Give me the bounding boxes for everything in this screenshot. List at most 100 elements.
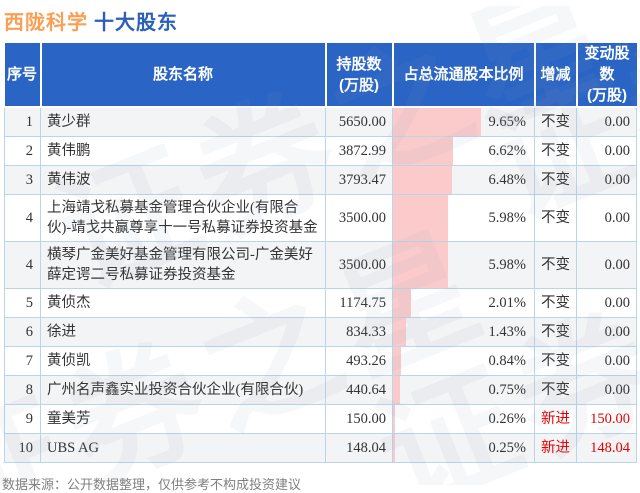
pct-of-float-cell: 9.65% bbox=[392, 106, 535, 137]
row-rank: 7 bbox=[4, 345, 41, 376]
table-body: 1 黄少群 5650.00 9.65% 不变 0.00 2 黄伟鹏 3872.9… bbox=[4, 106, 637, 463]
col-header-change: 增减 bbox=[533, 43, 577, 108]
table-row: 5 黄侦杰 1174.75 2.01% 不变 0.00 bbox=[4, 287, 637, 318]
pct-bar bbox=[393, 241, 448, 288]
shareholder-name: UBS AG bbox=[40, 432, 326, 463]
pct-of-float-value: 1.43% bbox=[488, 323, 526, 340]
shares-held: 1174.75 bbox=[325, 287, 393, 318]
shareholder-name: 黄少群 bbox=[40, 106, 326, 137]
data-source-note: 数据来源：公开数据整理，仅供参考不构成投资建议 bbox=[2, 476, 302, 492]
row-rank: 5 bbox=[4, 287, 41, 318]
shares-held: 5650.00 bbox=[325, 106, 393, 137]
shares-held: 3793.47 bbox=[325, 164, 393, 195]
pct-bar bbox=[393, 288, 411, 317]
col-header-shares-held: 持股数 (万股) bbox=[324, 43, 393, 108]
shares-held: 440.64 bbox=[325, 374, 393, 405]
pct-of-float-cell: 0.84% bbox=[392, 345, 535, 376]
change-label: 不变 bbox=[534, 106, 577, 137]
table-row: 4 上海靖戈私募基金管理合伙企业(有限合伙)-靖戈共赢尊享十一号私募证券投资基金… bbox=[4, 193, 637, 242]
table-header: 序号 股东名称 持股数 (万股) 占总流通股本比例 增减 变动股数 (万股) bbox=[4, 43, 637, 108]
shares-held: 3872.99 bbox=[325, 135, 393, 166]
table-row: 2 黄伟鹏 3872.99 6.62% 不变 0.00 bbox=[4, 135, 637, 166]
pct-of-float-cell: 5.98% bbox=[392, 240, 535, 289]
shareholder-name: 徐进 bbox=[40, 316, 326, 347]
pct-bar bbox=[393, 375, 400, 404]
stock-name: 西陇科学 bbox=[4, 12, 88, 34]
table-row: 3 黄伟波 3793.47 6.48% 不变 0.00 bbox=[4, 164, 637, 195]
row-rank: 10 bbox=[4, 432, 41, 463]
change-label: 不变 bbox=[534, 164, 577, 195]
shareholder-table: 序号 股东名称 持股数 (万股) 占总流通股本比例 增减 变动股数 (万股) 1… bbox=[4, 43, 637, 463]
shares-held: 3500.00 bbox=[325, 193, 393, 242]
change-label: 新进 bbox=[534, 403, 577, 434]
change-label: 不变 bbox=[534, 316, 577, 347]
change-shares: 0.00 bbox=[576, 106, 637, 137]
pct-of-float-cell: 0.26% bbox=[392, 403, 535, 434]
shareholder-name: 黄伟波 bbox=[40, 164, 326, 195]
pct-of-float-value: 2.01% bbox=[488, 294, 526, 311]
change-shares: 0.00 bbox=[576, 135, 637, 166]
shareholder-name: 广州名声鑫实业投资合伙企业(有限合伙) bbox=[40, 374, 326, 405]
change-label: 不变 bbox=[534, 374, 577, 405]
pct-bar bbox=[393, 404, 395, 433]
pct-of-float-value: 6.62% bbox=[488, 142, 526, 159]
shares-held: 148.04 bbox=[325, 432, 393, 463]
col-header-rank: 序号 bbox=[4, 43, 41, 108]
change-shares: 0.00 bbox=[576, 164, 637, 195]
shares-held: 493.26 bbox=[325, 345, 393, 376]
change-shares: 0.00 bbox=[576, 345, 637, 376]
pct-of-float-cell: 2.01% bbox=[392, 287, 535, 318]
change-shares: 0.00 bbox=[576, 374, 637, 405]
pct-of-float-value: 9.65% bbox=[488, 113, 526, 130]
page-title: 西陇科学 十大股东 bbox=[4, 6, 640, 35]
table-row: 1 黄少群 5650.00 9.65% 不变 0.00 bbox=[4, 106, 637, 137]
change-label: 不变 bbox=[534, 345, 577, 376]
pct-bar bbox=[393, 433, 395, 462]
pct-of-float-value: 5.98% bbox=[488, 256, 526, 273]
pct-of-float-cell: 6.62% bbox=[392, 135, 535, 166]
change-shares: 148.04 bbox=[576, 432, 637, 463]
table-row: 6 徐进 834.33 1.43% 不变 0.00 bbox=[4, 316, 637, 347]
col-header-change-shares: 变动股数 (万股) bbox=[575, 43, 637, 108]
shareholder-name: 上海靖戈私募基金管理合伙企业(有限合伙)-靖戈共赢尊享十一号私募证券投资基金 bbox=[40, 193, 326, 242]
pct-bar bbox=[393, 194, 448, 241]
change-shares: 0.00 bbox=[576, 287, 637, 318]
table-row: 9 童美芳 150.00 0.26% 新进 150.00 bbox=[4, 403, 637, 434]
pct-of-float-cell: 5.98% bbox=[392, 193, 535, 242]
change-label: 不变 bbox=[534, 135, 577, 166]
pct-of-float-value: 0.25% bbox=[488, 439, 526, 456]
row-rank: 1 bbox=[4, 106, 41, 137]
change-label: 不变 bbox=[534, 240, 577, 289]
table-row: 7 黄侦凯 493.26 0.84% 不变 0.00 bbox=[4, 345, 637, 376]
shares-held: 834.33 bbox=[325, 316, 393, 347]
pct-of-float-value: 6.48% bbox=[488, 171, 526, 188]
shareholder-name: 黄侦杰 bbox=[40, 287, 326, 318]
col-header-pct-of-float: 占总流通股本比例 bbox=[391, 43, 535, 108]
row-rank: 3 bbox=[4, 164, 41, 195]
change-shares: 0.00 bbox=[576, 316, 637, 347]
pct-of-float-value: 0.26% bbox=[488, 410, 526, 427]
shareholder-name: 童美芳 bbox=[40, 403, 326, 434]
change-label: 新进 bbox=[534, 432, 577, 463]
shares-held: 150.00 bbox=[325, 403, 393, 434]
change-label: 不变 bbox=[534, 287, 577, 318]
pct-bar bbox=[393, 136, 453, 165]
pct-bar bbox=[393, 165, 452, 194]
row-rank: 8 bbox=[4, 374, 41, 405]
shareholder-name: 横琴广金美好基金管理有限公司-广金美好薛定谔二号私募证券投资基金 bbox=[40, 240, 326, 289]
pct-of-float-cell: 0.25% bbox=[392, 432, 535, 463]
title-suffix: 十大股东 bbox=[94, 12, 178, 34]
pct-of-float-value: 0.75% bbox=[488, 381, 526, 398]
change-shares: 150.00 bbox=[576, 403, 637, 434]
pct-of-float-cell: 1.43% bbox=[392, 316, 535, 347]
pct-bar bbox=[393, 346, 401, 375]
table-row: 4 横琴广金美好基金管理有限公司-广金美好薛定谔二号私募证券投资基金 3500.… bbox=[4, 240, 637, 289]
pct-of-float-value: 0.84% bbox=[488, 352, 526, 369]
pct-bar bbox=[393, 317, 406, 346]
change-label: 不变 bbox=[534, 193, 577, 242]
change-shares: 0.00 bbox=[576, 193, 637, 242]
table-row: 10 UBS AG 148.04 0.25% 新进 148.04 bbox=[4, 432, 637, 463]
table-row: 8 广州名声鑫实业投资合伙企业(有限合伙) 440.64 0.75% 不变 0.… bbox=[4, 374, 637, 405]
shares-held: 3500.00 bbox=[325, 240, 393, 289]
shareholder-name: 黄侦凯 bbox=[40, 345, 326, 376]
